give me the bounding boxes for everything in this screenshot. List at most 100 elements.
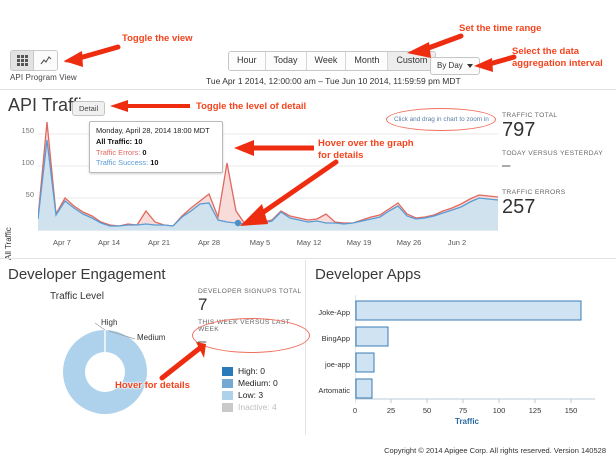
x-tick-apr-7: Apr 7	[53, 238, 71, 247]
tooltip-success: Traffic Success: 10	[96, 158, 216, 167]
x-tick-may-26: May 26	[396, 238, 422, 247]
x-tick-apr-28: Apr 28	[197, 238, 221, 247]
traffic-level-subtitle: Traffic Level	[50, 291, 104, 302]
tooltip-all-label: All Traffic:	[96, 137, 133, 146]
traffic-total-value: 797	[502, 119, 536, 141]
legend-item-inactive[interactable]: Inactive: 4	[222, 402, 278, 412]
bar-x-tick-150: 150	[564, 406, 578, 415]
medium-leader-line	[108, 330, 136, 340]
donut-hole	[85, 352, 125, 392]
zoom-hint-text: Click and drag in chart to zoom in	[394, 116, 489, 123]
y-tick-150: 150	[21, 126, 34, 135]
bar-label-bingapp: BingApp	[321, 334, 350, 343]
view-toggle-chart[interactable]	[34, 51, 57, 70]
arrow-hover-graph	[234, 140, 314, 156]
y-tick-50: 50	[25, 190, 34, 199]
bar-x-tick-100: 100	[492, 406, 506, 415]
bar-x-tick-50: 50	[422, 406, 432, 415]
range-month[interactable]: Month	[346, 52, 389, 70]
legend-item-medium[interactable]: Medium: 0	[222, 378, 278, 388]
date-range-text: Tue Apr 1 2014, 12:00:00 am – Tue Jun 10…	[206, 76, 461, 86]
today-vs-yesterday-label: TODAY VERSUS YESTERDAY	[502, 150, 604, 157]
arrow-set-time-range	[407, 33, 464, 58]
aggregation-dropdown[interactable]: By Day	[430, 57, 480, 75]
success-area	[38, 140, 498, 230]
detail-toggle-button[interactable]: Detail	[72, 101, 106, 116]
legend-label-medium: Medium: 0	[238, 378, 278, 388]
bar-bingapp[interactable]	[355, 326, 389, 347]
annotation-toggle-view: Toggle the view	[122, 33, 193, 44]
time-range-group[interactable]: Hour Today Week Month Custom	[228, 51, 437, 71]
bar-label-joe-app: joe-app	[324, 360, 350, 369]
legend-swatch-low	[222, 390, 233, 400]
bar-joe-app[interactable]	[355, 352, 375, 373]
x-tick-apr-14: Apr 14	[97, 238, 121, 247]
line-chart-icon	[40, 55, 51, 64]
x-tick-may-12: May 12	[296, 238, 322, 247]
traffic-total-label: TRAFFIC TOTAL	[502, 112, 558, 119]
bar-label-joke-app: Joke-App	[318, 308, 350, 317]
chart-tooltip: Monday, April 28, 2014 18:00 MDT All Tra…	[89, 121, 223, 173]
aggregation-label: By Day	[437, 61, 463, 70]
section-divider	[0, 258, 616, 259]
developer-signups-value: 7	[198, 295, 208, 314]
bar-artomatic[interactable]	[355, 378, 373, 399]
legend-label-low: Low: 3	[238, 390, 264, 400]
legend-item-low[interactable]: Low: 3	[222, 390, 278, 400]
footer-copyright: Copyright © 2014 Apigee Corp. All rights…	[384, 446, 606, 455]
range-custom[interactable]: Custom	[388, 52, 436, 70]
range-week[interactable]: Week	[306, 52, 347, 70]
arrow-toggle-view	[64, 44, 121, 67]
legend-swatch-high	[222, 366, 233, 376]
traffic-errors-value: 257	[502, 196, 536, 218]
tooltip-success-value: 10	[150, 158, 159, 167]
legend-swatch-inactive	[222, 402, 233, 412]
arrow-hover-details	[159, 342, 206, 381]
traffic-errors-label: TRAFFIC ERRORS	[502, 189, 566, 196]
range-hour[interactable]: Hour	[229, 52, 266, 70]
range-today[interactable]: Today	[265, 52, 307, 70]
view-toggle-grid[interactable]	[11, 51, 34, 70]
x-tick-may-5: May 5	[249, 238, 271, 247]
grid-icon	[16, 55, 28, 66]
view-toggle-group[interactable]	[10, 50, 58, 71]
today-vs-yesterday-value: –	[502, 157, 511, 174]
legend-swatch-medium	[222, 378, 233, 388]
x-tick-jun-2: Jun 2	[447, 238, 467, 247]
bar-x-tick-25: 25	[386, 406, 396, 415]
tooltip-all-traffic: All Traffic: 10	[96, 137, 216, 146]
tooltip-errors-label: Traffic Errors:	[96, 147, 141, 157]
legend-label-inactive: Inactive: 4	[238, 402, 277, 412]
arrow-toggle-detail	[110, 100, 190, 112]
developer-signups-label: DEVELOPER SIGNUPS TOTAL	[198, 288, 302, 295]
annotation-select-aggregation: Select the data aggregation interval	[512, 46, 603, 69]
x-tick-apr-21: Apr 21	[147, 238, 171, 247]
bar-joke-app[interactable]	[355, 300, 582, 321]
arrow-hover-graph-point	[240, 159, 339, 226]
y-tick-100: 100	[21, 158, 34, 167]
header-divider	[0, 89, 616, 90]
developer-apps-chart[interactable]	[355, 295, 605, 410]
tooltip-date: Monday, April 28, 2014 18:00 MDT	[96, 126, 210, 135]
hover-point[interactable]	[234, 219, 242, 227]
legend-item-high[interactable]: High: 0	[222, 366, 278, 376]
annotation-hover-graph: Hover over the graph for details	[318, 138, 414, 161]
donut-label-high: High	[101, 318, 118, 327]
developer-engagement-title: Developer Engagement	[8, 266, 166, 283]
week-compare-ellipse	[192, 318, 310, 353]
arrow-select-aggregation	[474, 54, 517, 72]
tooltip-errors-value: 0	[142, 147, 147, 157]
api-traffic-title: API Traffic	[8, 95, 91, 115]
tooltip-all-value: 10	[134, 137, 143, 146]
panel-divider	[305, 260, 306, 435]
traffic-level-donut[interactable]	[57, 315, 187, 430]
y-axis-title: All Traffic	[4, 227, 13, 260]
engagement-legend: High: 0 Medium: 0 Low: 3 Inactive: 4	[222, 366, 278, 414]
chevron-down-icon	[466, 64, 473, 68]
annotation-toggle-detail: Toggle the level of detail	[196, 101, 307, 112]
bar-axis-title: Traffic	[455, 417, 480, 426]
x-tick-may-19: May 19	[346, 238, 372, 247]
tooltip-success-label: Traffic Success:	[96, 158, 149, 167]
bar-x-tick-0: 0	[352, 406, 358, 415]
